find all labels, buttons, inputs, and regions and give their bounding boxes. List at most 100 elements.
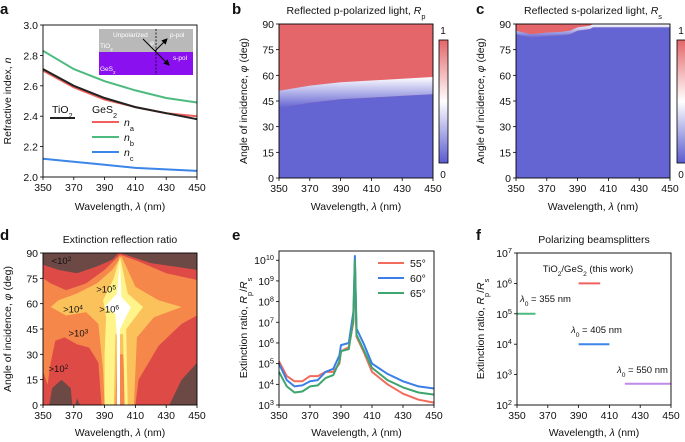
- label-part: 10: [258, 359, 270, 371]
- label-part: φ: [238, 65, 250, 72]
- label-part: Wavelength,: [549, 427, 610, 439]
- x-tick-label: 390: [96, 410, 114, 422]
- series-line-nb: [42, 49, 198, 104]
- label-part: Angle of incidence,: [238, 72, 250, 164]
- label-part: 5: [508, 306, 512, 315]
- label-part: 10: [496, 248, 508, 260]
- x-tick-label: 370: [539, 410, 557, 422]
- plot-frame: [516, 252, 672, 406]
- label-part: TiO: [543, 264, 558, 275]
- label-part: 5: [112, 284, 116, 291]
- y-tick-label: 45: [499, 96, 511, 108]
- label-part: 2: [69, 111, 73, 120]
- label-part: b: [130, 139, 134, 148]
- x-tick-label: 450: [188, 410, 206, 422]
- y-tick-label: 106: [258, 335, 274, 350]
- x-tick-label: 350: [270, 183, 288, 195]
- transition-band: [279, 77, 433, 108]
- label-part: 6: [270, 335, 274, 344]
- y-tick-label: 105: [496, 306, 512, 321]
- label-part: φ: [2, 293, 14, 300]
- label-part: >10: [99, 305, 115, 316]
- label-part: R: [475, 282, 487, 290]
- label-part: 3: [270, 398, 274, 407]
- label-part: (nm): [614, 201, 639, 213]
- label-part: 10: [254, 255, 266, 267]
- label-part: Wavelength,: [311, 201, 372, 213]
- chart-title: Extinction reflection ratio: [63, 234, 178, 246]
- label-part: λ: [519, 294, 525, 305]
- y-tick-label: 107: [496, 246, 512, 261]
- y-tick-label: 103: [258, 398, 274, 413]
- y-tick-label: 90: [26, 248, 38, 260]
- legend-group-tio2: TiO2: [52, 104, 73, 120]
- label-part: 4: [270, 377, 274, 386]
- transmitted-label: s-pol: [173, 55, 188, 62]
- label-part: n: [124, 147, 130, 159]
- legend-label: nc: [124, 147, 134, 163]
- axes-f: 350 370 390 410 430 450102103104105106107Wave…: [475, 234, 680, 439]
- x-tick-label: 350: [507, 183, 525, 195]
- x-tick-label: 450: [425, 410, 443, 422]
- label-part: Angle of incidence,: [475, 72, 487, 164]
- label-part: >10: [63, 305, 79, 316]
- panel-label: d: [0, 227, 9, 244]
- label-part: GeS: [92, 104, 113, 116]
- label-part: 10: [496, 339, 508, 351]
- y-tick-label: 15: [262, 147, 274, 159]
- label-part: λ: [570, 325, 576, 336]
- y-tick-label: 45: [26, 324, 38, 336]
- chart-title: Reflected s-polarized light, Rs: [524, 5, 662, 21]
- series-line-55: [278, 263, 435, 404]
- label-part: Wavelength,: [548, 201, 609, 213]
- label-part: 2: [558, 271, 562, 278]
- panel-d: <102>105>104 >106>103>102: [43, 253, 197, 405]
- contour-label: >103: [69, 328, 89, 340]
- panel-label: b: [232, 1, 241, 18]
- x-tick-label: 430: [630, 183, 648, 195]
- legend-label: na: [124, 117, 135, 133]
- contour-region-gt1e5: [103, 256, 144, 405]
- label-part: λ: [371, 427, 377, 439]
- label-part: s: [245, 277, 254, 281]
- label-part: 10: [258, 338, 270, 350]
- label-part: 3: [85, 328, 89, 335]
- panel-label: e: [232, 227, 240, 244]
- label-part: 2: [508, 398, 512, 407]
- x-tick-label: 430: [631, 410, 649, 422]
- y-axis-label: Angle of incidence, φ (deg): [475, 38, 487, 164]
- label-part: R: [475, 297, 487, 305]
- contour-label: >105: [96, 284, 116, 296]
- x-tick-label: 450: [424, 183, 442, 195]
- segment-label: λ0 = 550 nm: [616, 365, 668, 379]
- x-tick-label: 430: [394, 410, 412, 422]
- label-part: 2: [110, 47, 113, 52]
- low-reflectance-region: [516, 27, 670, 179]
- label-part: p: [421, 12, 425, 21]
- label-part: s: [482, 278, 491, 282]
- label-part: Wavelength,: [75, 427, 136, 439]
- label-part: 10: [266, 253, 274, 262]
- y-tick-label: 104: [258, 377, 274, 392]
- y-tick-label: 109: [258, 273, 274, 288]
- label-part: TiO: [52, 104, 69, 116]
- x-tick-label: 350: [270, 410, 288, 422]
- label-part: 6: [508, 276, 512, 285]
- y-tick-label: 0: [505, 173, 511, 185]
- colorbar: [676, 39, 685, 164]
- contour-region-gt1e6: [104, 261, 131, 405]
- label-part: 10: [496, 278, 508, 290]
- label-part: 10: [258, 400, 270, 412]
- y-tick-label: 3.0: [23, 20, 38, 32]
- label-part: GeS: [100, 66, 114, 73]
- contour-label: >104: [63, 304, 83, 316]
- y-tick-label: 90: [262, 19, 274, 31]
- y-tick-label: 107: [258, 315, 274, 330]
- label-part: R: [414, 5, 422, 17]
- label-part: Angle of incidence,: [2, 300, 14, 392]
- x-tick-label: 410: [363, 183, 381, 195]
- y-tick-label: 106: [496, 276, 512, 291]
- label-part: R: [651, 5, 659, 17]
- contour-region-lt1e2: [75, 398, 80, 405]
- transmitted-ray: [154, 50, 170, 66]
